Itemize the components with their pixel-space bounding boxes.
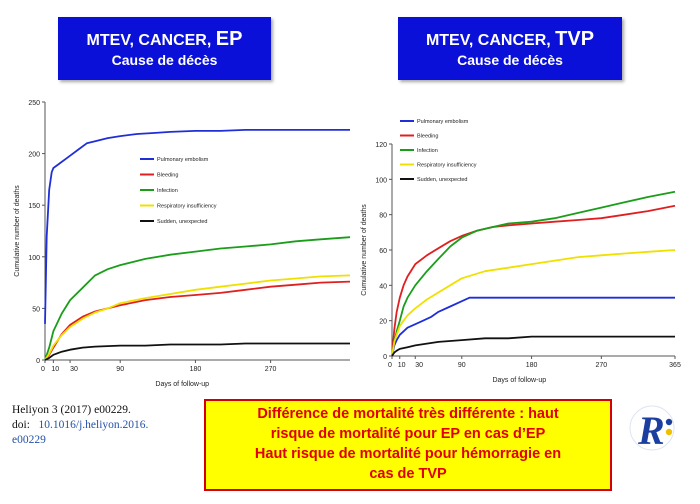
title-box-tvp: MTEV, CANCER, TVP Cause de décès [398, 17, 622, 80]
legend-label: Sudden, unexpected [417, 177, 467, 183]
legend-label: Infection [157, 188, 178, 194]
citation: Heliyon 3 (2017) e00229. [12, 404, 131, 416]
y-tick-label: 80 [379, 213, 387, 220]
x-tick-label: 270 [265, 366, 277, 373]
x-axis-label: Days of follow-up [155, 381, 209, 388]
doi-suffix[interactable]: e00229 [12, 434, 46, 446]
doi-line: doi: 10.1016/j.heliyon.2016. [12, 419, 149, 431]
reference: Heliyon 3 (2017) e00229. doi: 10.1016/j.… [12, 403, 148, 448]
x-tick-label: 180 [526, 362, 538, 369]
y-tick-label: 50 [32, 306, 40, 313]
y-tick-label: 100 [375, 177, 387, 184]
chart-ep: 0 50 100 150 200 250 0 10 30 90 180 270 Days of foll… [14, 100, 351, 388]
chart-tvp: 0 20 40 60 80 100 120 0 10 30 90 180 270 365 Days of f… [361, 119, 681, 384]
x-axis-label: Days of follow-up [492, 377, 546, 384]
y-tick-label: 0 [383, 354, 387, 361]
logo-icon: R [629, 405, 675, 452]
doi-link[interactable]: 10.1016/j.heliyon.2016. [38, 419, 149, 431]
y-tick-label: 150 [28, 203, 40, 210]
legend-label: Bleeding [157, 173, 178, 179]
y-axis-label: Cumulative number of deaths [14, 185, 21, 277]
y-tick-label: 250 [28, 100, 40, 107]
title-emphasis: EP [215, 28, 243, 50]
x-tick-label: 30 [415, 362, 423, 369]
x-tick-label: 90 [458, 362, 466, 369]
x-tick-label: 10 [398, 362, 406, 369]
y-tick-label: 0 [36, 358, 40, 365]
title-line-1: MTEV, CANCER, TVP [425, 28, 595, 50]
series-line [44, 236, 351, 361]
series-line [391, 249, 676, 357]
y-axis-label: Cumulative number of deaths [361, 204, 368, 296]
conclusion-note: Différence de mortalité très différente … [204, 399, 612, 491]
title-line-2: Cause de décès [457, 52, 563, 68]
series-line [391, 190, 676, 357]
x-tick-label: 30 [70, 366, 78, 373]
series-line [44, 129, 350, 324]
series-line [44, 342, 350, 361]
x-tick-label: 270 [595, 362, 607, 369]
legend-label: Bleeding [417, 134, 438, 140]
x-tick-label: 180 [190, 366, 202, 373]
legend-label: Pulmonary embolism [157, 157, 209, 163]
legend-label: Pulmonary embolism [417, 119, 469, 125]
title-box-ep: MTEV, CANCER, EP Cause de décès [58, 17, 271, 80]
series-line [391, 335, 675, 357]
legend-label: Respiratory insufficiency [417, 163, 477, 169]
x-tick-label: 0 [388, 362, 392, 369]
logo-letter: R [637, 408, 665, 452]
x-tick-label: 90 [116, 366, 124, 373]
x-tick-label: 0 [41, 366, 45, 373]
series-line [391, 296, 675, 357]
x-tick-label: 365 [669, 362, 681, 369]
y-tick-label: 40 [379, 283, 387, 290]
y-tick-label: 60 [379, 248, 387, 255]
y-tick-label: 100 [28, 255, 40, 262]
legend-label: Sudden, unexpected [157, 219, 207, 225]
series-line [44, 280, 351, 361]
x-tick-label: 10 [51, 366, 59, 373]
legend-label: Infection [417, 148, 438, 154]
y-tick-label: 120 [375, 142, 387, 149]
series-line [44, 274, 351, 361]
title-emphasis: TVP [555, 28, 595, 50]
series-line [391, 204, 676, 357]
title-line-1: MTEV, CANCER, EP [86, 28, 243, 50]
y-tick-label: 200 [28, 152, 40, 159]
title-line-2: Cause de décès [111, 52, 218, 68]
y-tick-label: 20 [379, 319, 387, 326]
legend-label: Respiratory insufficiency [157, 204, 217, 210]
